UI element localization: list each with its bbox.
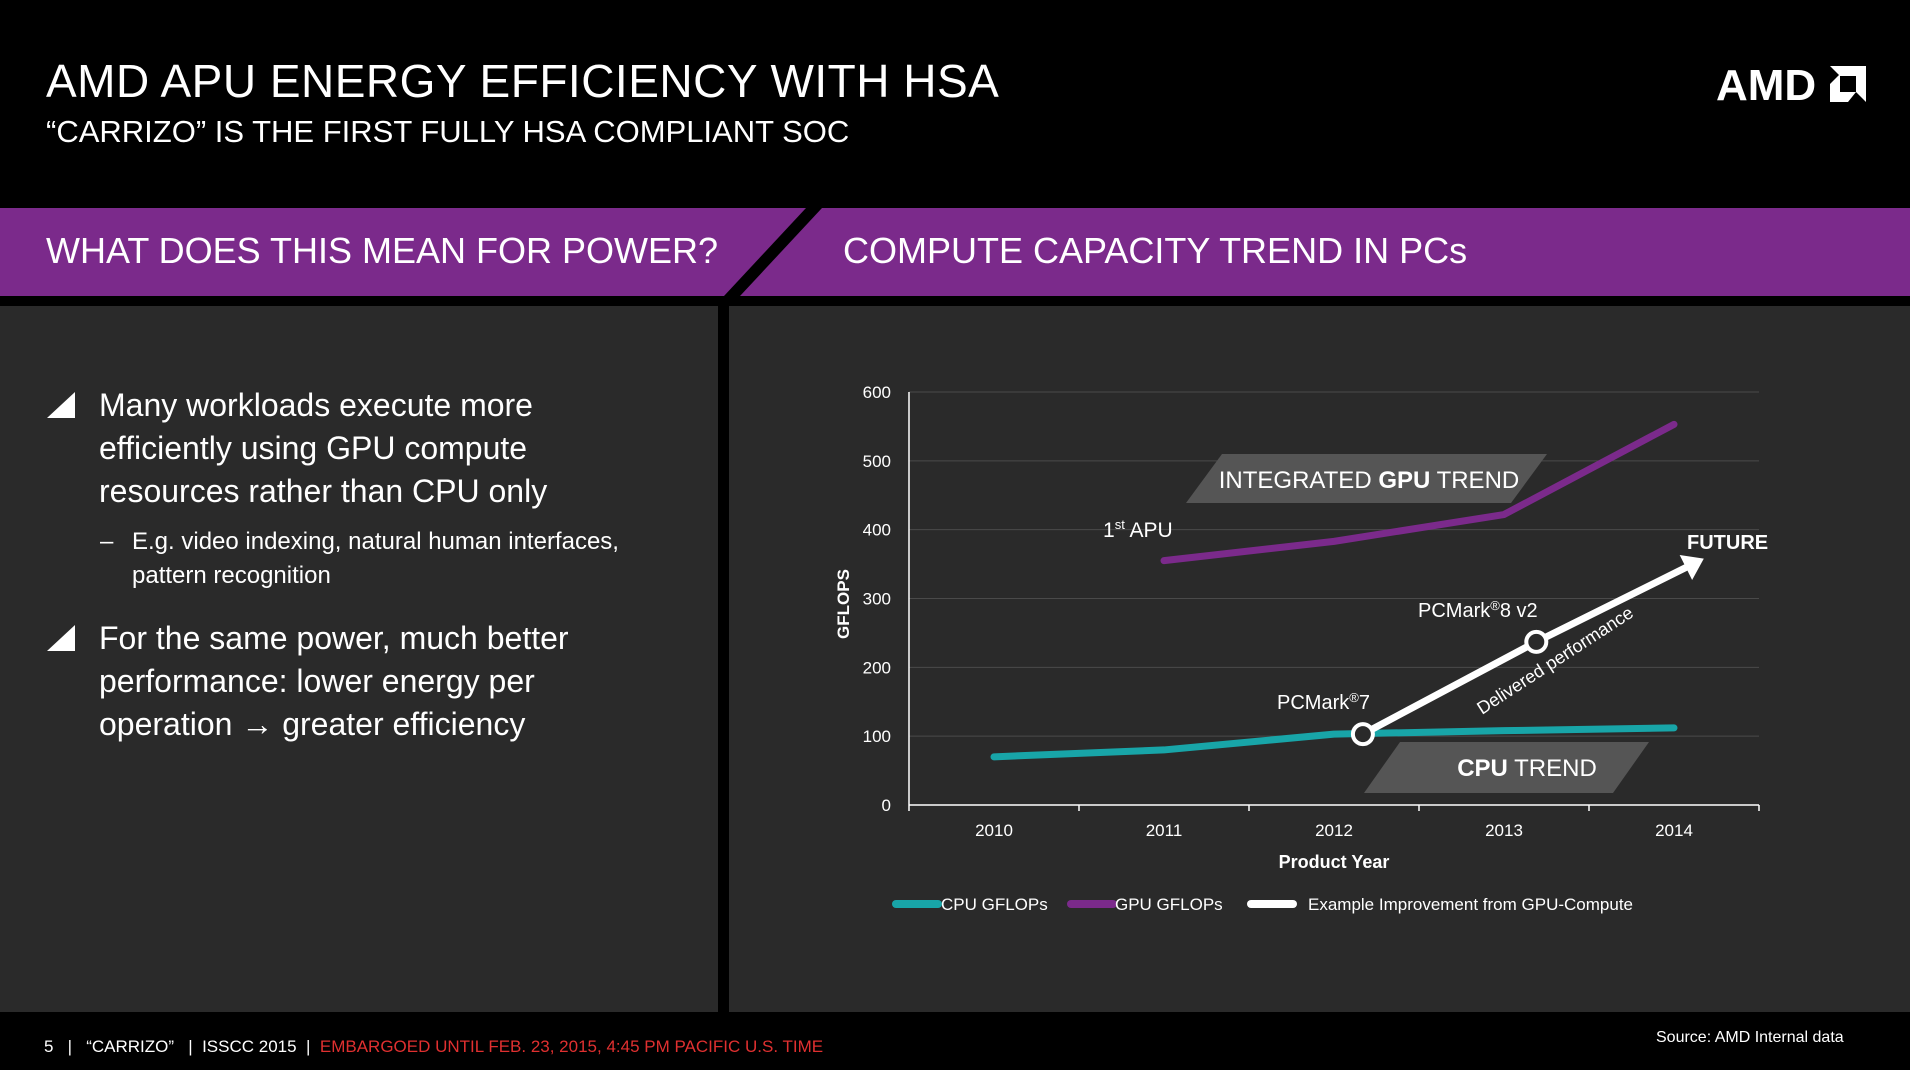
chart-markers xyxy=(1350,629,1549,747)
arrowhead-icon xyxy=(1679,554,1704,581)
y-tick-label: 300 xyxy=(863,590,891,609)
section-heading-power: WHAT DOES THIS MEAN FOR POWER? xyxy=(46,230,719,271)
chart-axes xyxy=(908,392,1760,811)
left-panel xyxy=(0,306,718,1012)
improvement-series-line xyxy=(1359,564,1690,738)
x-tick-label: 2011 xyxy=(1146,821,1183,840)
bullet-2-text: For the same power, much better performa… xyxy=(99,620,569,742)
logo-text: AMD xyxy=(1716,61,1816,106)
chart-legend: CPU GFLOPs GPU GFLOPs Example Improvement … xyxy=(892,895,1633,914)
milestone-marker xyxy=(1524,629,1549,654)
x-tick-labels: 2010 2011 2012 2013 2014 xyxy=(975,821,1693,840)
pcmark7-label: PCMark®7 xyxy=(1277,690,1370,714)
triangle-bullet-icon xyxy=(47,392,75,418)
y-tick-label: 600 xyxy=(863,383,891,402)
right-panel xyxy=(729,306,1910,1012)
y-tick-label: 100 xyxy=(863,727,891,746)
first-apu-label: 1st APU xyxy=(1103,517,1173,542)
gpu-trend-label: INTEGRATED GPU TREND xyxy=(1219,467,1519,494)
x-axis-label: Product Year xyxy=(1279,852,1390,872)
pcmark8-label: PCMark®8 v2 xyxy=(1418,598,1538,622)
gpu-trend-banner: INTEGRATED GPU TREND xyxy=(1186,454,1547,503)
y-tick-label: 0 xyxy=(882,796,891,815)
compute-capacity-chart: 0 100 200 300 400 500 600 2010 2011 2012 2013 2014… xyxy=(834,383,1768,914)
y-tick-labels: 0 100 200 300 400 500 600 xyxy=(863,383,891,815)
cpu-series-line xyxy=(990,724,1678,761)
amd-arrow-icon xyxy=(1830,66,1866,102)
x-tick-label: 2014 xyxy=(1655,821,1693,840)
source-note: Source: AMD Internal data xyxy=(1656,1029,1844,1046)
y-tick-label: 500 xyxy=(863,452,891,471)
x-tick-label: 2013 xyxy=(1485,821,1523,840)
slide-title: AMD APU ENERGY EFFICIENCY WITH HSA xyxy=(46,55,1000,107)
legend-label: Example Improvement from GPU-Compute xyxy=(1308,895,1633,914)
gpu-series-line xyxy=(1160,420,1678,565)
y-axis-label: GFLOPS xyxy=(834,569,853,639)
section-band xyxy=(0,208,1910,296)
future-label: FUTURE xyxy=(1687,532,1768,554)
bullet-1-text: Many workloads execute more efficiently … xyxy=(99,387,548,509)
section-heading-compute: COMPUTE CAPACITY TREND IN PCs xyxy=(843,230,1468,271)
milestone-marker xyxy=(1350,722,1375,747)
y-tick-label: 400 xyxy=(863,521,891,540)
footer-info: 5 | “CARRIZO” | ISSCC 2015 | EMBARGOED U… xyxy=(44,1037,824,1056)
y-tick-label: 200 xyxy=(863,658,891,677)
legend-label: CPU GFLOPs xyxy=(941,895,1048,914)
sub-bullet: – E.g. video indexing, natural human int… xyxy=(100,528,619,589)
slide-subtitle: “CARRIZO” IS THE FIRST FULLY HSA COMPLIA… xyxy=(46,114,850,149)
amd-logo: AMD xyxy=(1716,61,1866,106)
footer xyxy=(0,1012,1910,1070)
embargo-notice: EMBARGOED UNTIL FEB. 23, 2015, 4:45 PM P… xyxy=(319,1037,824,1056)
x-tick-label: 2012 xyxy=(1315,821,1353,840)
legend-label: GPU GFLOPs xyxy=(1115,895,1223,914)
triangle-bullet-icon xyxy=(47,625,75,651)
cpu-trend-label: CPU TREND xyxy=(1457,755,1597,782)
cpu-trend-banner: CPU TREND xyxy=(1364,742,1649,793)
x-tick-label: 2010 xyxy=(975,821,1013,840)
